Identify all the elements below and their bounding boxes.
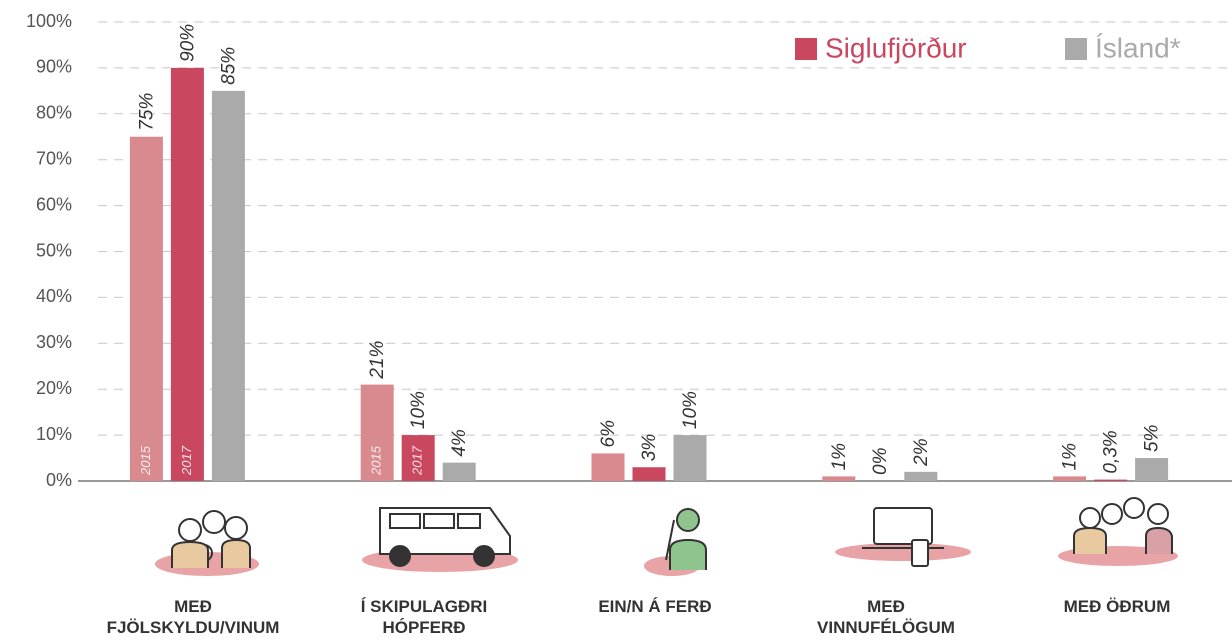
y-tick-label: 20%: [36, 378, 72, 398]
category-label: MEÐ ÖÐRUM: [1007, 596, 1227, 617]
value-label: 5%: [1142, 424, 1163, 452]
chart: 0% 10% 20% 30% 40% 50% 60% 70% 80% 90% 100% 75% 2015…: [0, 0, 1232, 644]
value-label: 2%: [911, 438, 932, 467]
y-tick-label: 50%: [36, 240, 72, 260]
bar: [212, 91, 245, 481]
value-label: 0,3%: [1101, 430, 1122, 473]
value-label: 90%: [177, 24, 198, 62]
bar: [1135, 458, 1168, 481]
legend-swatch: [795, 38, 817, 60]
bar: [443, 463, 476, 481]
value-label: 85%: [218, 47, 239, 85]
bar: [130, 137, 163, 481]
value-label: 1%: [829, 443, 850, 471]
y-tick-label: 0%: [46, 470, 72, 490]
y-tick-label: 90%: [36, 57, 72, 77]
legend-label: Siglufjörður: [825, 32, 967, 63]
y-tick-label: 10%: [36, 424, 72, 444]
bar-year-label: 2017: [410, 445, 425, 476]
legend-label: Ísland*: [1095, 32, 1181, 63]
y-tick-label: 30%: [36, 332, 72, 352]
category-label: Í SKIPULAGÐRI HÓPFERÐ: [314, 596, 534, 638]
icons: [155, 498, 1178, 576]
y-tick-label: 40%: [36, 286, 72, 306]
bar: [171, 68, 204, 481]
value-label: 10%: [680, 391, 701, 429]
bar: [633, 467, 666, 481]
bar: [822, 476, 855, 481]
bar: [1094, 480, 1127, 481]
value-label: 3%: [639, 434, 660, 462]
y-tick-label: 60%: [36, 194, 72, 214]
value-label: 6%: [598, 420, 619, 448]
value-label: 1%: [1060, 443, 1081, 471]
bar: [904, 472, 937, 481]
value-label: 0%: [870, 447, 891, 475]
value-label: 75%: [136, 93, 157, 131]
category-label: MEÐ VINNUFÉLÖGUM: [776, 596, 996, 638]
y-tick-label: 70%: [36, 148, 72, 168]
legend-swatch: [1065, 38, 1087, 60]
y-tick-label: 80%: [36, 103, 72, 123]
bar: [592, 453, 625, 481]
value-label: 10%: [408, 391, 429, 429]
bar-year-label: 2015: [138, 445, 153, 476]
bar-year-label: 2017: [179, 445, 194, 476]
value-label: 21%: [367, 340, 388, 379]
bar: [1053, 476, 1086, 481]
bar: [674, 435, 707, 481]
category-label: EIN/N Á FERÐ: [545, 596, 765, 617]
bar-year-label: 2015: [369, 445, 384, 476]
y-tick-label: 100%: [26, 11, 72, 31]
value-label: 4%: [449, 429, 470, 457]
category-label: MEÐ FJÖLSKYLDU/VINUM: [83, 596, 303, 638]
page: 0% 10% 20% 30% 40% 50% 60% 70% 80% 90% 100% 75% 2015…: [0, 0, 1232, 644]
